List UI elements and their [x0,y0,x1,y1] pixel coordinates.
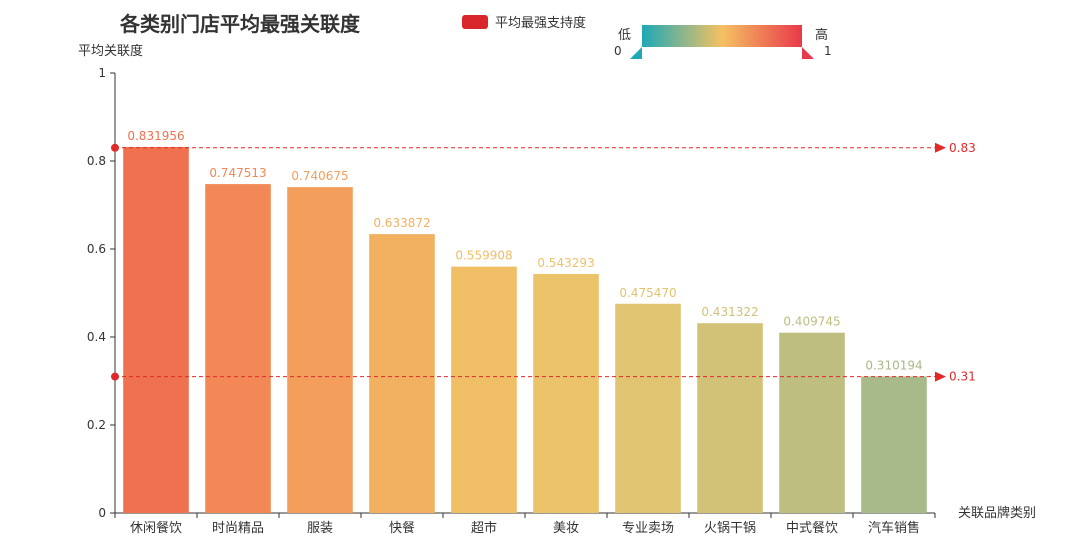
data-label: 0.310194 [865,359,922,373]
bar[interactable] [697,323,763,513]
legend-label: 平均最强支持度 [495,16,587,31]
data-label: 0.475470 [619,286,676,300]
data-label: 0.740675 [291,169,348,183]
visual-map[interactable]: 低 高 0 1 [612,22,842,66]
mark-line-label: 0.83 [949,141,976,155]
x-tick-label: 休闲餐饮 [130,520,182,536]
x-tick-label: 中式餐饮 [786,520,838,536]
y-tick-label: 0.4 [87,330,106,344]
bar[interactable] [615,303,681,513]
mark-line-arrow [935,371,946,382]
visual-map-low-label: 低 [618,28,632,43]
mark-line-start-dot [111,143,119,152]
x-axis-label: 关联品牌类别 [958,505,1036,521]
y-tick-label: 0 [98,506,106,520]
y-tick-label: 0.2 [87,418,106,432]
x-tick-label: 美妆 [553,521,579,536]
y-tick-label: 0.6 [87,242,106,256]
data-label: 0.543293 [537,256,594,270]
mark-line-arrow [935,142,946,153]
bar[interactable] [861,376,927,513]
visual-map-gradient [642,25,802,47]
bar[interactable] [123,146,189,513]
chart-legend[interactable]: 平均最强支持度 [462,12,586,31]
visual-map-min-value: 0 [614,44,622,58]
y-axis-label: 平均关联度 [78,43,143,59]
bar[interactable] [533,273,599,513]
visual-map-min-handle[interactable] [630,47,642,59]
legend-swatch [462,14,488,29]
visual-map-high-label: 高 [815,28,829,43]
data-label: 0.409745 [783,315,840,329]
x-tick-label: 汽车销售 [868,520,920,536]
data-label: 0.747513 [209,166,266,180]
data-label: 0.431322 [701,305,758,319]
x-tick-label: 时尚精品 [212,521,264,536]
bar[interactable] [205,184,271,513]
bar[interactable] [287,187,353,513]
bar[interactable] [451,266,517,513]
mark-line-label: 0.31 [949,370,976,384]
y-tick-label: 0.8 [87,154,106,168]
visual-map-max-value: 1 [824,44,832,58]
data-label: 0.559908 [455,249,512,263]
x-tick-label: 服装 [307,521,333,536]
chart-title: 各类别门店平均最强关联度 [120,12,360,36]
mark-line-start-dot [111,372,119,381]
x-tick-label: 超市 [471,520,497,536]
x-tick-label: 快餐 [389,520,415,536]
bar[interactable] [369,234,435,513]
x-tick-label: 专业卖场 [622,521,674,536]
bar[interactable] [779,332,845,513]
x-tick-label: 火锅干锅 [704,520,756,536]
visual-map-max-handle[interactable] [802,47,814,59]
data-label: 0.831956 [127,129,184,143]
y-tick-label: 1 [98,66,106,80]
data-label: 0.633872 [373,216,430,230]
